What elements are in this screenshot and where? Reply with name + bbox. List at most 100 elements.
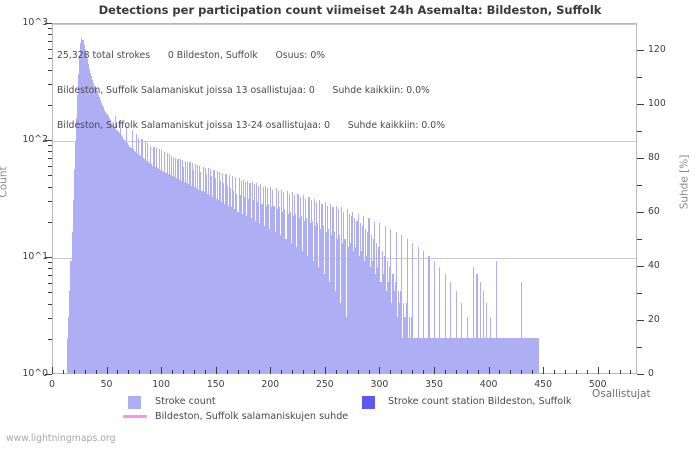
bar [185, 160, 187, 373]
bar [269, 229, 271, 373]
bar [178, 179, 180, 373]
bar [356, 220, 358, 373]
bar [440, 337, 442, 373]
bar [139, 155, 141, 373]
y-axis-right-tick-major [637, 50, 644, 51]
bar [319, 200, 321, 373]
y-axis-left-tick-label: 10^3 [22, 17, 48, 28]
bar [120, 135, 122, 373]
y-axis-right-tick-minor [637, 77, 642, 78]
x-axis-tick-label: 300 [370, 379, 389, 390]
bar [143, 159, 145, 373]
x-axis-tick-major [270, 367, 271, 374]
x-axis-label: Osallistujat [592, 388, 651, 400]
bar [338, 235, 341, 373]
bar [259, 223, 261, 373]
y-axis-left-tick-minor [48, 34, 52, 35]
bar [320, 229, 322, 373]
bar [103, 107, 105, 373]
bar [367, 232, 369, 373]
bar [481, 337, 484, 373]
bar [171, 176, 174, 373]
bar [438, 337, 440, 373]
bar [138, 138, 140, 373]
bar [73, 169, 75, 373]
bar [211, 176, 213, 373]
bar [509, 337, 511, 373]
bar [474, 337, 476, 373]
bar [342, 242, 344, 373]
bar [206, 193, 208, 373]
bar [347, 246, 349, 373]
bar [217, 200, 219, 373]
bar [382, 274, 384, 373]
bar [270, 186, 272, 373]
x-axis-tick-label: 450 [534, 379, 552, 390]
bar [264, 185, 266, 373]
bar [501, 337, 503, 373]
bar [428, 256, 430, 373]
x-axis-tick-major [379, 367, 380, 374]
bar [366, 256, 368, 373]
bar [276, 209, 278, 373]
bar [78, 73, 80, 373]
legend-swatch-stroke-count [128, 396, 141, 409]
bar [332, 207, 334, 373]
bar [354, 218, 356, 373]
bar [374, 274, 377, 373]
bar [304, 220, 306, 373]
bar [444, 274, 446, 373]
annotation-line-1: 25,328 total strokes 0 Bildeston, Suffol… [57, 50, 326, 62]
bar [511, 337, 513, 373]
bar [129, 146, 131, 373]
bar [113, 126, 115, 373]
bar [422, 251, 425, 373]
bar [410, 317, 413, 373]
bar [512, 337, 514, 373]
x-axis-tick-minor [401, 370, 402, 374]
y-axis-left-tick-minor [48, 28, 52, 29]
y-axis-right-tick-label: 20 [648, 314, 660, 325]
bar [262, 186, 264, 373]
y-axis-left-tick-major [45, 23, 52, 24]
bar [452, 337, 454, 373]
bar [318, 267, 320, 373]
bar [413, 337, 415, 373]
bar [261, 203, 263, 373]
bar [333, 232, 335, 373]
bar [476, 274, 478, 373]
x-axis-tick-minor [358, 370, 359, 374]
bar [161, 150, 163, 373]
bar [344, 238, 346, 373]
y-axis-left-tick-minor [48, 304, 52, 305]
bar [500, 337, 502, 373]
bar [462, 337, 464, 373]
bar [69, 291, 71, 373]
y-axis-left-tick-minor [48, 187, 52, 188]
bar [513, 337, 515, 373]
x-axis-tick-minor [587, 370, 588, 374]
bar [386, 261, 389, 373]
gridline [53, 141, 636, 142]
bar [298, 218, 300, 373]
bar [94, 85, 96, 373]
bar [191, 163, 193, 373]
bar [72, 200, 74, 373]
bar [473, 267, 475, 373]
bar [284, 209, 286, 373]
bar [125, 141, 127, 373]
bar [381, 251, 383, 373]
x-axis-tick-minor [445, 370, 446, 374]
bar [86, 59, 88, 373]
bar [158, 149, 160, 373]
y-axis-left-tick-minor [48, 84, 52, 85]
bar [329, 281, 331, 373]
x-axis-tick-minor [128, 370, 129, 374]
x-axis-tick-minor [74, 370, 75, 374]
y-axis-left-tick-minor [48, 222, 52, 223]
bar [79, 55, 81, 373]
bar [265, 205, 267, 373]
bar [235, 177, 237, 373]
bar [537, 337, 539, 373]
